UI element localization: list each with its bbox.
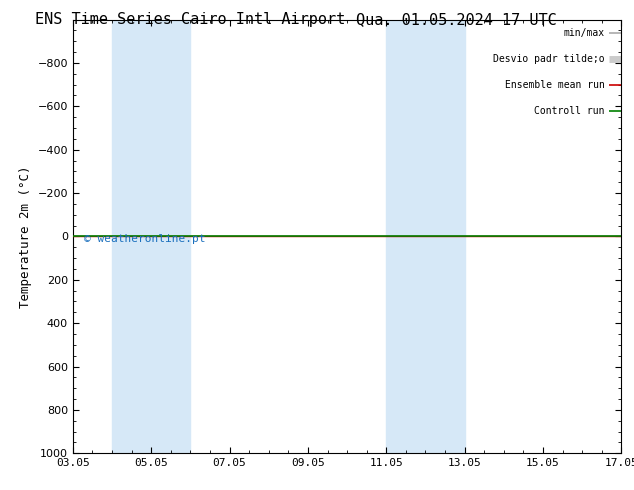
Text: Controll run: Controll run — [534, 106, 605, 116]
Y-axis label: Temperature 2m (°C): Temperature 2m (°C) — [19, 165, 32, 308]
Text: ENS Time Series Cairo Intl Airport: ENS Time Series Cairo Intl Airport — [35, 12, 346, 27]
Text: Ensemble mean run: Ensemble mean run — [505, 80, 605, 90]
Text: Qua. 01.05.2024 17 UTC: Qua. 01.05.2024 17 UTC — [356, 12, 557, 27]
Text: min/max: min/max — [564, 27, 605, 38]
Text: Desvio padr tilde;o: Desvio padr tilde;o — [493, 53, 605, 64]
Text: © weatheronline.pt: © weatheronline.pt — [84, 234, 205, 244]
Bar — [112, 20, 190, 453]
Bar — [386, 20, 465, 453]
